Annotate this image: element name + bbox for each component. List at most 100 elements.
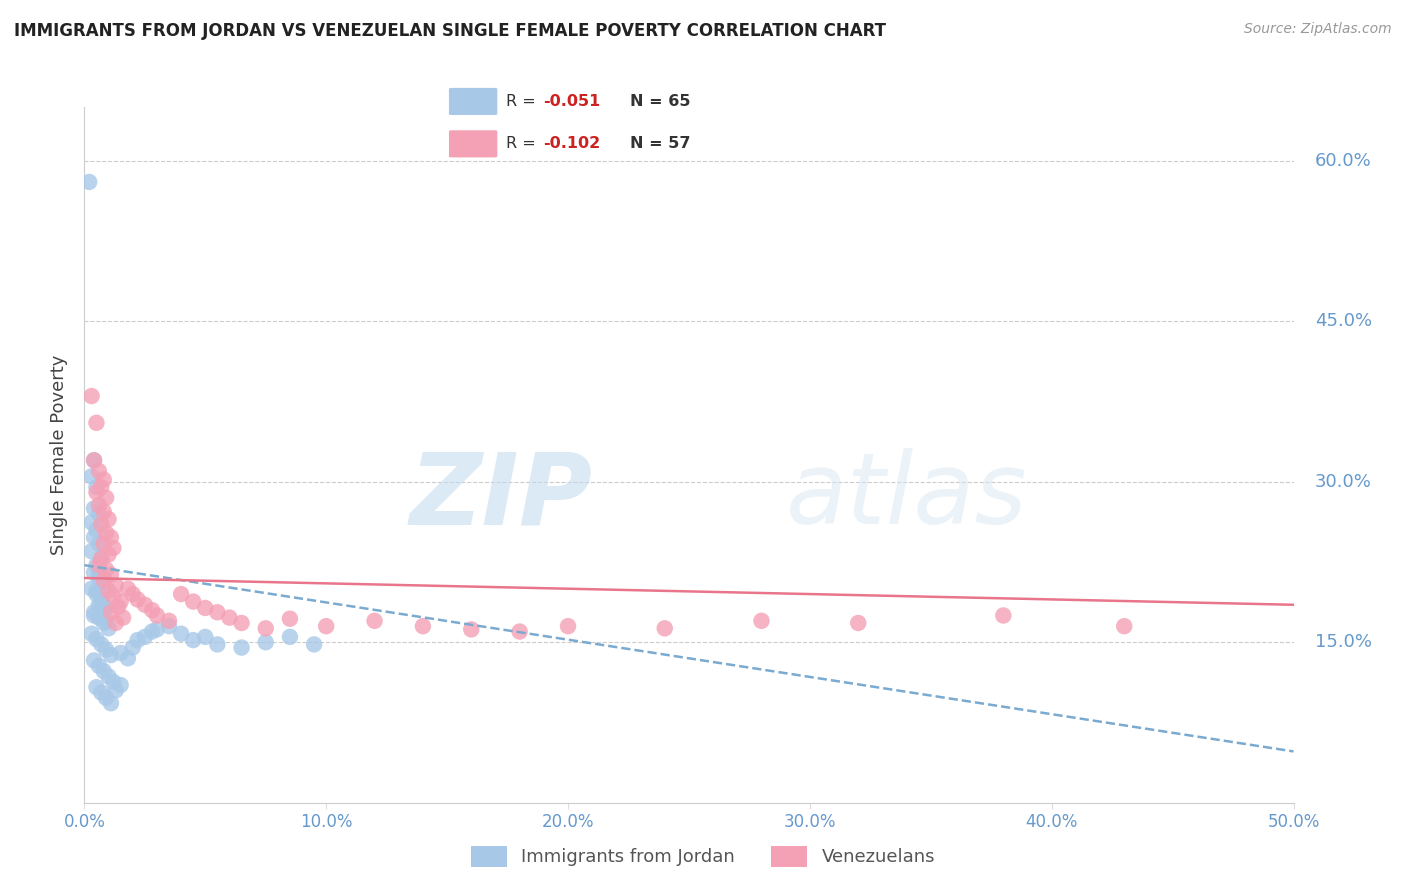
Point <box>93 505 115 519</box>
Point <box>557 619 579 633</box>
Point <box>80 516 103 530</box>
Point <box>83 453 105 467</box>
Point <box>100 648 122 662</box>
Point <box>157 614 180 628</box>
Point <box>94 614 117 628</box>
Point <box>80 582 103 596</box>
Point <box>83 530 105 544</box>
Point <box>87 558 110 573</box>
Point <box>94 690 117 705</box>
Point <box>86 480 108 494</box>
Point <box>86 485 108 500</box>
Point <box>87 537 110 551</box>
Point <box>121 640 143 655</box>
Point <box>80 626 103 640</box>
Point <box>93 615 115 630</box>
Point <box>127 592 149 607</box>
Point <box>170 587 193 601</box>
Point <box>87 571 110 585</box>
Point <box>104 615 127 630</box>
Point <box>112 610 135 624</box>
Point <box>993 608 1015 623</box>
Point <box>654 621 676 635</box>
Point <box>97 512 120 526</box>
Point <box>170 626 193 640</box>
Point <box>231 640 253 655</box>
Point <box>107 599 129 614</box>
Text: 15.0%: 15.0% <box>1315 633 1372 651</box>
Point <box>90 551 112 566</box>
Point <box>87 566 110 580</box>
Point <box>94 491 117 505</box>
Text: -0.051: -0.051 <box>543 94 600 109</box>
Point <box>104 578 127 592</box>
Text: N = 57: N = 57 <box>630 136 690 152</box>
Point <box>93 576 115 591</box>
Point <box>97 548 120 562</box>
Point <box>90 517 112 532</box>
Point <box>90 637 112 651</box>
Point <box>87 498 110 512</box>
Point <box>254 635 277 649</box>
Point <box>100 567 122 582</box>
FancyBboxPatch shape <box>449 130 498 157</box>
Point <box>93 571 115 585</box>
Point <box>110 678 132 692</box>
Text: R =: R = <box>506 136 536 152</box>
Text: 60.0%: 60.0% <box>1315 152 1371 169</box>
Point <box>231 615 253 630</box>
Point <box>93 664 115 678</box>
Point <box>278 630 301 644</box>
Text: 30.0%: 30.0% <box>1315 473 1371 491</box>
Point <box>315 619 337 633</box>
Point <box>86 523 108 537</box>
Point <box>146 623 169 637</box>
Point <box>83 566 105 580</box>
Point <box>181 633 204 648</box>
Point <box>97 669 120 683</box>
Point <box>157 619 180 633</box>
Point <box>146 608 169 623</box>
Point <box>207 637 229 651</box>
Point <box>83 608 105 623</box>
Point <box>83 501 105 516</box>
Point <box>90 551 112 566</box>
Point <box>751 614 773 628</box>
Point <box>86 583 108 598</box>
Point <box>86 587 108 601</box>
Point <box>302 637 325 651</box>
Point <box>86 558 108 573</box>
FancyBboxPatch shape <box>449 88 498 115</box>
Point <box>103 589 125 603</box>
Text: atlas: atlas <box>786 448 1028 545</box>
Point <box>110 646 132 660</box>
Text: N = 65: N = 65 <box>630 94 690 109</box>
Text: ZIP: ZIP <box>409 448 592 545</box>
Point <box>117 582 139 596</box>
Point <box>94 526 117 541</box>
Point <box>87 658 110 673</box>
Point <box>104 683 127 698</box>
Point <box>254 621 277 635</box>
Point <box>100 605 122 619</box>
Point <box>412 619 434 633</box>
Point <box>127 633 149 648</box>
Text: R =: R = <box>506 94 536 109</box>
Point <box>80 389 103 403</box>
Text: Source: ZipAtlas.com: Source: ZipAtlas.com <box>1244 22 1392 37</box>
Point <box>103 674 125 689</box>
Text: 45.0%: 45.0% <box>1315 312 1372 330</box>
Point <box>90 594 112 608</box>
Point <box>87 507 110 521</box>
Point <box>134 630 156 644</box>
Point <box>97 621 120 635</box>
Point <box>194 630 217 644</box>
Point <box>134 598 156 612</box>
Point <box>110 594 132 608</box>
Point <box>103 541 125 555</box>
Legend: Immigrants from Jordan, Venezuelans: Immigrants from Jordan, Venezuelans <box>464 838 942 874</box>
Point <box>94 599 117 614</box>
Point <box>90 591 112 605</box>
Point <box>83 653 105 667</box>
Point <box>141 603 163 617</box>
